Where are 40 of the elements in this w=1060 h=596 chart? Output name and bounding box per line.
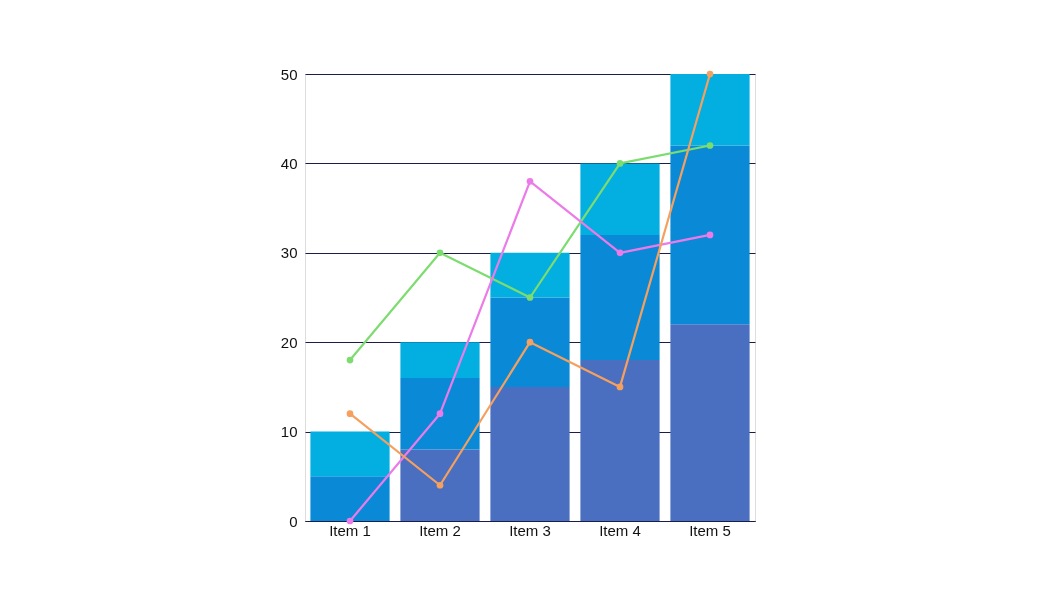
point — [706, 142, 714, 149]
bar — [490, 297, 570, 387]
point — [616, 249, 624, 257]
x-tick-label: Item 2 — [419, 521, 461, 539]
x-tick-label: Item 3 — [509, 521, 551, 539]
y-tick-label: 20 — [280, 333, 298, 351]
bar — [490, 386, 570, 521]
point — [526, 338, 534, 346]
point — [706, 70, 714, 78]
bar — [670, 324, 750, 521]
x-tick-label: Item 1 — [329, 521, 371, 539]
point — [346, 410, 354, 418]
bar — [400, 377, 480, 450]
point — [346, 356, 354, 364]
bar — [400, 342, 480, 378]
y-tick-label: 50 — [280, 65, 298, 83]
point — [436, 481, 444, 489]
y-tick-label: 10 — [280, 423, 298, 441]
bar — [580, 234, 660, 361]
y-tick-label: 30 — [280, 244, 298, 262]
x-tick-label: Item 5 — [689, 521, 731, 539]
bar — [490, 252, 570, 298]
y-tick-label: 40 — [280, 154, 298, 172]
point — [616, 160, 624, 167]
bar — [310, 431, 390, 477]
bar — [580, 163, 660, 235]
point — [346, 517, 354, 525]
point — [436, 410, 444, 418]
point — [526, 177, 534, 185]
bar — [670, 74, 750, 146]
bar — [310, 476, 390, 521]
y-tick-label: 0 — [289, 512, 298, 530]
point — [526, 294, 534, 301]
point — [616, 383, 624, 391]
bar — [580, 360, 660, 521]
x-tick-label: Item 4 — [599, 521, 641, 539]
point — [706, 231, 714, 239]
bar — [400, 449, 480, 521]
point — [436, 249, 444, 257]
bar — [670, 145, 750, 325]
